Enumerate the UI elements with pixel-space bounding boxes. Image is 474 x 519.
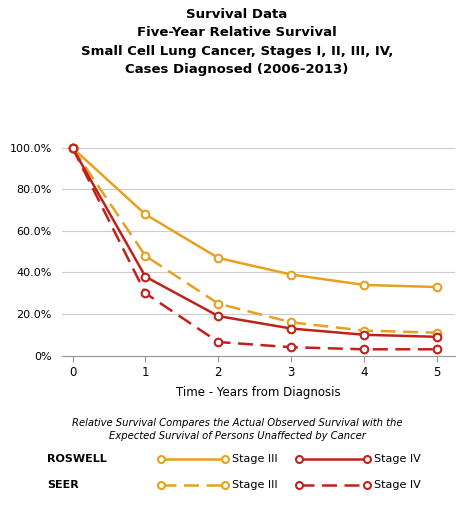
Text: SEER: SEER [47,480,79,490]
Text: Stage IV: Stage IV [374,454,421,465]
X-axis label: Time - Years from Diagnosis: Time - Years from Diagnosis [176,386,341,399]
Text: Relative Survival Compares the Actual Observed Survival with the: Relative Survival Compares the Actual Ob… [72,418,402,428]
Text: Survival Data
Five-Year Relative Survival
Small Cell Lung Cancer, Stages I, II, : Survival Data Five-Year Relative Surviva… [81,8,393,76]
Text: Stage IV: Stage IV [374,480,421,490]
Text: Expected Survival of Persons Unaffected by Cancer: Expected Survival of Persons Unaffected … [109,431,365,441]
Text: Stage III: Stage III [232,480,278,490]
Text: Stage III: Stage III [232,454,278,465]
Text: ROSWELL: ROSWELL [47,454,107,465]
